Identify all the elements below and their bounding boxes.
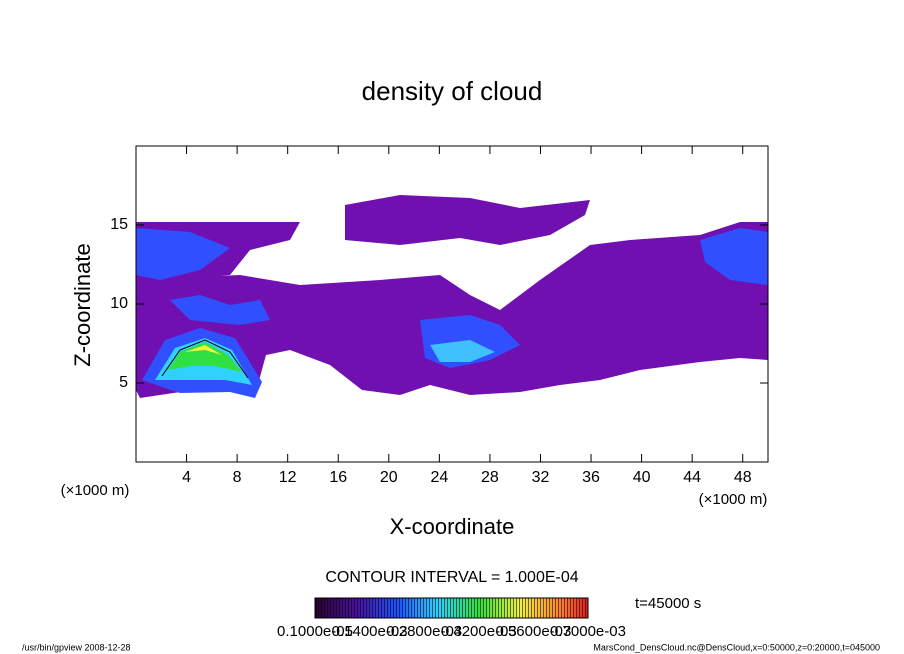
colorbar-label: 0.4200e-03 [441,623,517,640]
x-tick-label: 12 [279,469,297,486]
x-tick-label: 28 [481,469,499,486]
time-label: t=45000 s [635,595,701,612]
footer-right: MarsCond_DensCloud.nc@DensCloud,x=0:5000… [593,642,880,652]
colorbar-label: 0.5600e-03 [495,623,571,640]
y-tick-label: 10 [110,295,128,312]
y-tick-label: 15 [110,216,128,233]
cloud-field [136,195,768,398]
colorbar-label: 0.7000e-03 [550,623,626,640]
x-tick-label: 4 [182,469,191,486]
x-unit: (×1000 m) [699,491,768,508]
chart-title: density of cloud [362,76,543,106]
x-tick-label: 40 [633,469,651,486]
x-tick-label: 16 [329,469,347,486]
y-tick-label: 5 [119,374,128,391]
x-tick-label: 24 [430,469,448,486]
x-tick-label: 44 [683,469,701,486]
x-tick-label: 8 [233,469,242,486]
colorbar-label: 0.1000e-05 [277,623,353,640]
x-tick-label: 32 [532,469,550,486]
x-tick-label: 36 [582,469,600,486]
y-axis-label: Z-coordinate [70,243,95,367]
colorbar-label: 0.2800e-03 [386,623,462,640]
contour-interval: CONTOUR INTERVAL = 1.000E-04 [325,569,578,586]
footer-left: /usr/bin/gpview 2008-12-28 [22,642,131,652]
x-axis-label: X-coordinate [390,514,515,539]
y-unit: (×1000 m) [61,482,130,499]
colorbar-frame [314,597,589,619]
colorbar-label: 0.1400e-03 [332,623,408,640]
x-tick-label: 20 [380,469,398,486]
x-tick-label: 48 [734,469,752,486]
